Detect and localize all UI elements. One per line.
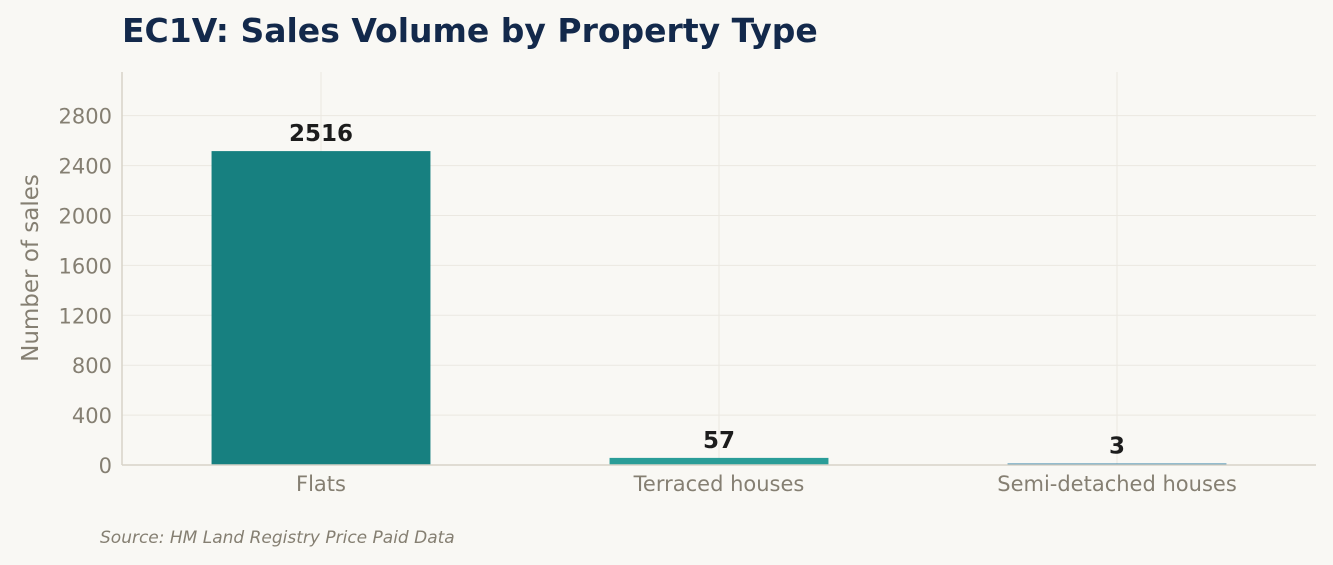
y-axis-title: Number of sales: [18, 174, 44, 362]
y-tick-label: 400: [72, 404, 112, 428]
chart-title: EC1V: Sales Volume by Property Type: [122, 11, 818, 50]
x-tick-label: Semi-detached houses: [997, 472, 1237, 496]
source-note: Source: HM Land Registry Price Paid Data: [100, 528, 455, 548]
y-tick-label: 2800: [59, 105, 112, 129]
bar-value-label: 57: [703, 428, 735, 454]
bar-value-label: 2516: [289, 121, 353, 147]
bar: [609, 457, 829, 465]
bar: [211, 151, 431, 465]
x-tick-label: Terraced houses: [633, 472, 805, 496]
y-tick-label: 2000: [59, 204, 112, 228]
y-tick-label: 800: [72, 354, 112, 378]
y-tick-label: 1600: [59, 254, 112, 278]
y-tick-label: 2400: [59, 155, 112, 179]
x-tick-labels: Flats Terraced houses Semi-detached houses: [296, 472, 1237, 496]
y-tick-label: 1200: [59, 304, 112, 328]
value-labels: 2516 57 3: [289, 121, 1125, 459]
y-tick-labels: 0 400 800 1200 1600 2000 2400 2800: [59, 105, 112, 478]
y-tick-label: 0: [99, 454, 112, 478]
x-tick-label: Flats: [296, 472, 346, 496]
bar-value-label: 3: [1109, 434, 1125, 460]
